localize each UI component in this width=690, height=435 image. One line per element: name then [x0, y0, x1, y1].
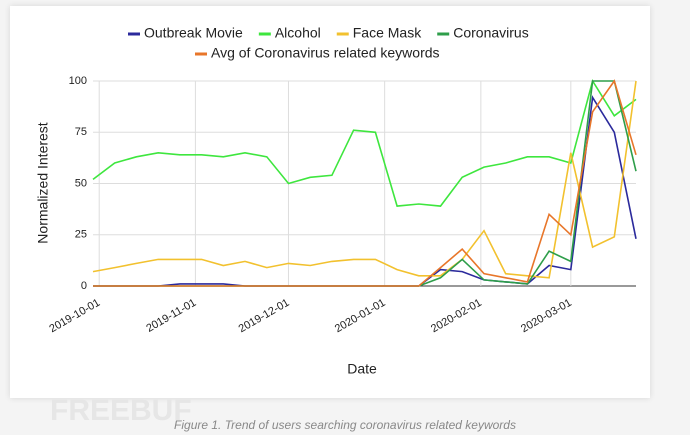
legend-label: Outbreak Movie — [144, 25, 243, 41]
x-tick-label: 2020-03-01 — [519, 297, 574, 336]
x-tick-label: 2019-11-01 — [144, 297, 198, 335]
y-tick-label: 75 — [75, 126, 87, 138]
series-line — [93, 79, 637, 287]
legend-label: Avg of Coronavirus related keywords — [211, 45, 440, 61]
legend-label: Coronavirus — [453, 25, 528, 41]
x-tick-label: 2020-01-01 — [333, 297, 388, 336]
x-axis-title: Date — [347, 361, 377, 377]
x-tick-label: 2019-10-01 — [47, 297, 102, 336]
legend-label: Alcohol — [275, 25, 321, 41]
chart-card — [10, 6, 650, 398]
y-tick-label: 100 — [69, 75, 87, 87]
caption: Figure 1. Trend of users searching coron… — [174, 418, 516, 432]
y-axis-title: Normalized Interest — [35, 122, 51, 243]
series-line — [92, 79, 637, 207]
watermark: FREEBUF — [50, 394, 192, 427]
y-tick-label: 50 — [75, 177, 87, 189]
x-tick-label: 2020-02-01 — [429, 297, 484, 336]
series-line — [93, 95, 637, 287]
x-tick-label: 2019-12-01 — [237, 297, 292, 336]
series-line — [92, 80, 637, 279]
y-tick-label: 25 — [75, 229, 87, 241]
y-tick-label: 0 — [81, 280, 87, 292]
legend-label: Face Mask — [353, 25, 422, 41]
